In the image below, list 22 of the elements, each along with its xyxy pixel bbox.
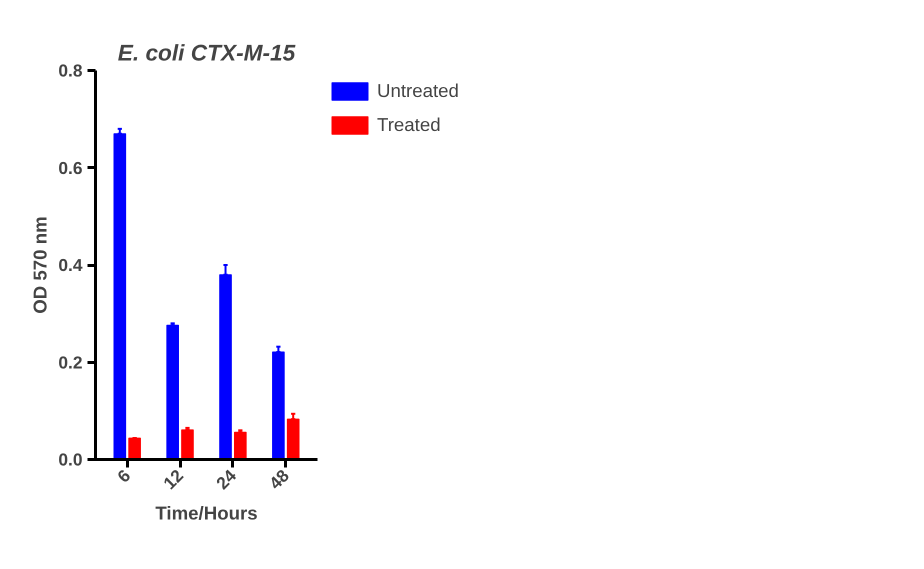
chart-title: E. coli CTX-M-15 xyxy=(118,40,296,66)
legend-label: Untreated xyxy=(377,80,459,102)
x-axis-title: Time/Hours xyxy=(155,502,258,524)
x-tick-label: 12 xyxy=(159,465,188,494)
y-tick-label: 0.4 xyxy=(58,255,83,275)
y-tick-label: 0.2 xyxy=(58,352,83,372)
bar xyxy=(234,432,247,460)
bar xyxy=(219,274,232,460)
x-tick-label: 24 xyxy=(212,465,240,494)
legend-label: Treated xyxy=(377,114,441,136)
bar xyxy=(114,133,126,460)
bar xyxy=(286,418,300,460)
bar xyxy=(272,352,285,460)
bar xyxy=(128,438,141,460)
y-tick-label: 0.6 xyxy=(58,158,83,178)
x-tick-label: 6 xyxy=(113,465,135,486)
x-tick-label: 48 xyxy=(265,465,294,494)
bar xyxy=(166,324,179,460)
y-tick-label: 0.8 xyxy=(58,60,83,80)
bar xyxy=(181,429,194,460)
y-tick-label: 0.0 xyxy=(58,450,83,470)
y-axis-title: OD 570 nm xyxy=(29,216,50,314)
